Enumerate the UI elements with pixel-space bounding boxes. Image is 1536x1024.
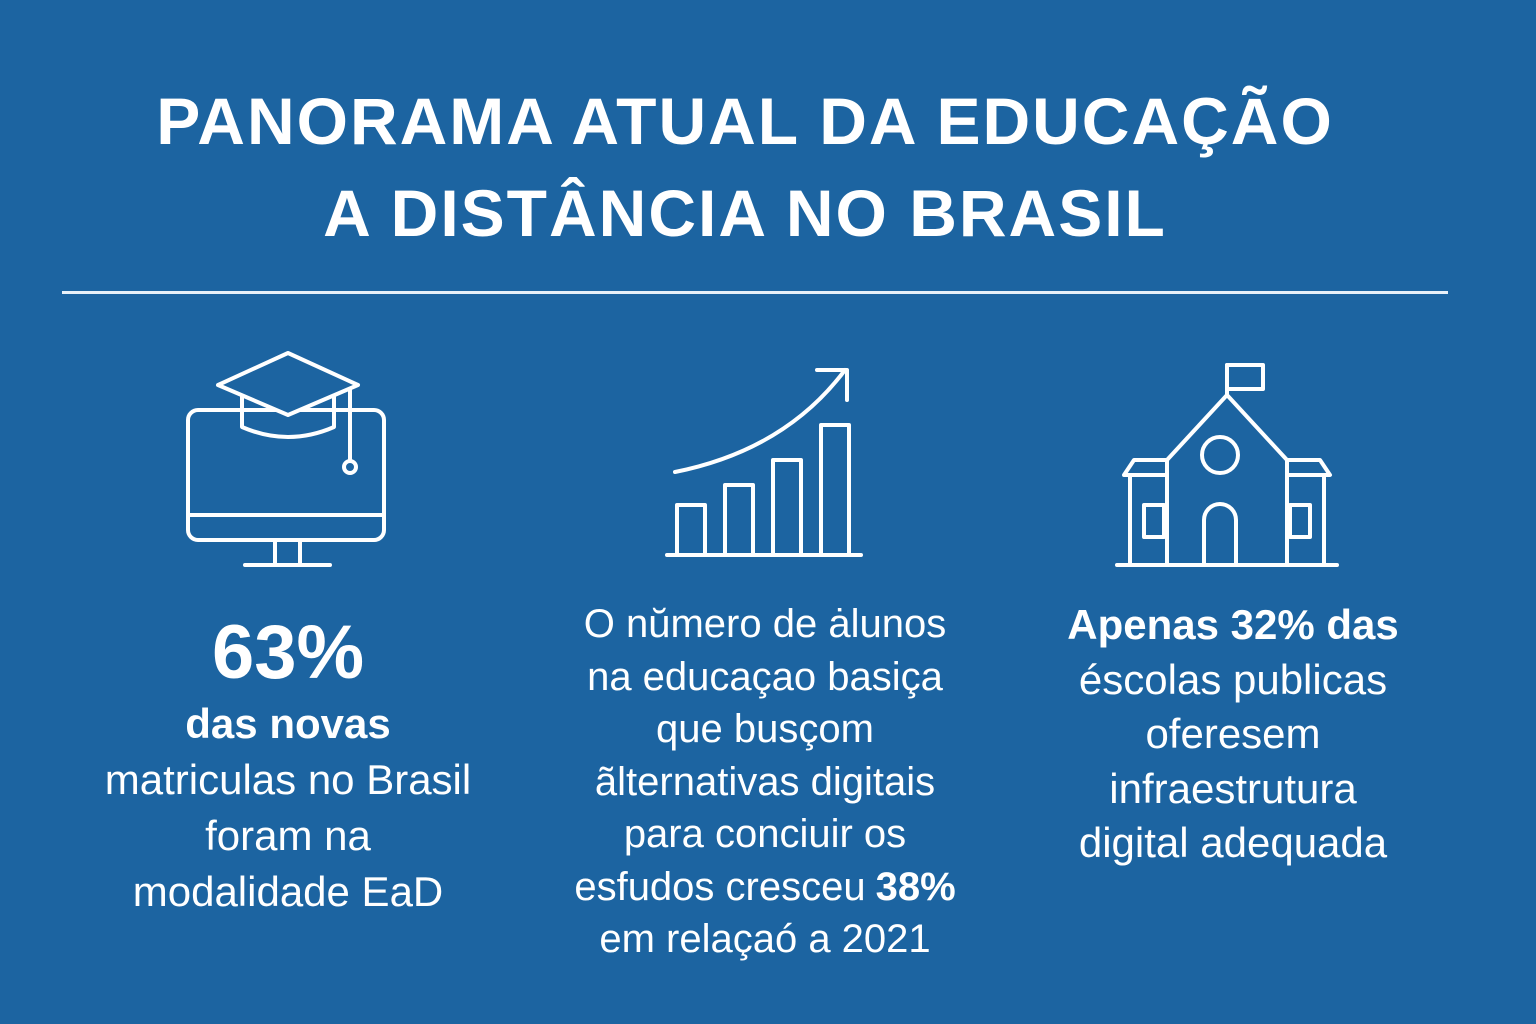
- title-line: A DISTÂNCIA NO BRASIL: [323, 176, 1167, 250]
- text-segment: ãlternativas digitais: [594, 759, 936, 804]
- text-line: Apenas 32% das: [983, 598, 1483, 653]
- text-segment: matriculas no Brasil: [104, 756, 472, 803]
- text-segment: oferesem: [1145, 710, 1321, 757]
- text-segment: que busçom: [656, 707, 874, 751]
- text-segment: em relaçaó a 2021: [599, 917, 931, 961]
- text-line: éscolas publicas: [983, 653, 1483, 708]
- text-line: digital adequada: [983, 816, 1483, 871]
- text-segment: na educaçao basiça: [587, 654, 943, 699]
- text-line: modalidade EaD: [38, 864, 538, 920]
- stat-column: Apenas 32% das éscolas publicas oferesem in…: [983, 598, 1483, 871]
- stat-column: 63% das novas matriculas no Brasil foram na…: [38, 610, 538, 920]
- online-education-icon: [186, 351, 386, 567]
- stat-column: O nŭmero de ȧlunos na educaçao basiça que …: [515, 598, 1015, 966]
- text-segment: para conciuir os: [623, 812, 907, 856]
- text-segment: das novas: [185, 700, 391, 747]
- text-segment: digital adequada: [1078, 819, 1388, 866]
- text-segment: O nŭmero de ȧlunos: [583, 602, 947, 646]
- text-segment: infraestrutura: [1109, 764, 1357, 812]
- text-line: que busçom: [515, 703, 1015, 756]
- text-line: matriculas no Brasil: [38, 752, 538, 808]
- text-line: para conciuir os: [515, 808, 1015, 861]
- text-line: na educaçao basiça: [515, 651, 1015, 704]
- title-line: PANORAMA ATUAL DA EDUCAÇÃO: [156, 84, 1334, 158]
- text-segment: foram na: [205, 812, 371, 859]
- text-segment: Apenas 32% das: [1067, 601, 1399, 648]
- text-line: foram na: [38, 808, 538, 864]
- text-segment: éscolas publicas: [1078, 655, 1388, 703]
- text-line: em relaçaó a 2021: [515, 913, 1015, 966]
- text-segment: modalidade EaD: [132, 868, 444, 915]
- text-segment: 38%: [875, 864, 956, 909]
- text-line: O nŭmero de ȧlunos: [515, 598, 1015, 651]
- text-line: esfudos cresceu 38%: [515, 861, 1015, 914]
- text-line: ãlternativas digitais: [515, 756, 1015, 809]
- text-line: infraestrutura: [983, 762, 1483, 817]
- growth-chart-icon: [665, 368, 863, 557]
- stat-number: 63%: [211, 610, 365, 695]
- text-line: das novas: [38, 696, 538, 752]
- school-icon: [1115, 363, 1339, 567]
- divider: [62, 291, 1448, 294]
- text-line: oferesem: [983, 707, 1483, 762]
- text-segment: esfudos cresceu: [574, 864, 866, 909]
